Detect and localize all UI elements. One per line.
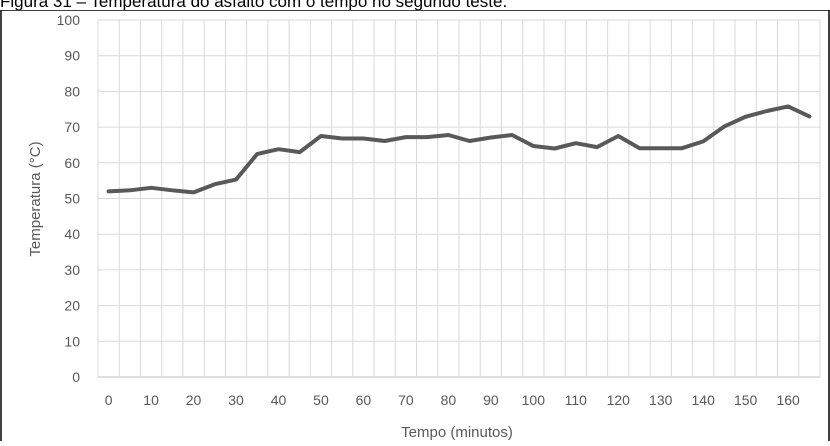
y-tick-label: 10: [64, 333, 80, 349]
x-axis-tick-labels: 0 10 20 30 40 50 60 70 80 90 100 110 120 130 140 150 160: [105, 392, 800, 408]
gridlines: [97, 19, 821, 378]
y-tick-label: 40: [64, 226, 80, 242]
x-tick-label: 70: [398, 392, 414, 408]
x-axis-label: Tempo (minutos): [401, 424, 513, 441]
line-chart: 0 10 20 30 40 50 60 70 80 90 100 0 10 20 30 40 50 60 70 80…: [0, 9, 830, 446]
x-tick-label: 40: [271, 392, 287, 408]
y-tick-label: 90: [64, 48, 80, 64]
y-tick-label: 0: [72, 369, 80, 385]
x-tick-label: 10: [143, 392, 159, 408]
x-tick-label: 140: [692, 392, 716, 408]
chart-container: 0 10 20 30 40 50 60 70 80 90 100 0 10 20 30 40 50 60 70 80…: [0, 9, 830, 446]
x-tick-label: 50: [313, 392, 329, 408]
y-tick-label: 100: [57, 12, 81, 28]
x-tick-label: 110: [565, 392, 588, 408]
y-tick-label: 70: [64, 119, 80, 135]
x-tick-label: 100: [522, 392, 546, 408]
series-line-temperatura: [106, 104, 812, 195]
y-tick-label: 20: [64, 298, 80, 314]
x-tick-label: 80: [441, 392, 457, 408]
x-tick-label: 30: [228, 392, 244, 408]
y-axis-label: Temperatura (°C): [27, 141, 44, 256]
y-tick-label: 80: [64, 83, 80, 99]
y-tick-label: 30: [64, 262, 80, 278]
x-tick-label: 60: [356, 392, 372, 408]
x-tick-label: 0: [105, 392, 113, 408]
x-tick-label: 150: [734, 392, 758, 408]
y-tick-label: 60: [64, 155, 80, 171]
y-tick-label: 50: [64, 191, 80, 207]
x-tick-label: 160: [776, 392, 800, 408]
x-tick-label: 90: [483, 392, 499, 408]
series-layer: [106, 104, 812, 195]
figure-caption: Figura 31 – Temperatura do asfalto com o…: [0, 0, 508, 11]
x-tick-label: 120: [607, 392, 631, 408]
chart-border: [0, 9, 830, 446]
x-tick-label: 130: [649, 392, 673, 408]
y-axis-tick-labels: 0 10 20 30 40 50 60 70 80 90 100: [57, 12, 81, 385]
x-tick-label: 20: [186, 392, 202, 408]
